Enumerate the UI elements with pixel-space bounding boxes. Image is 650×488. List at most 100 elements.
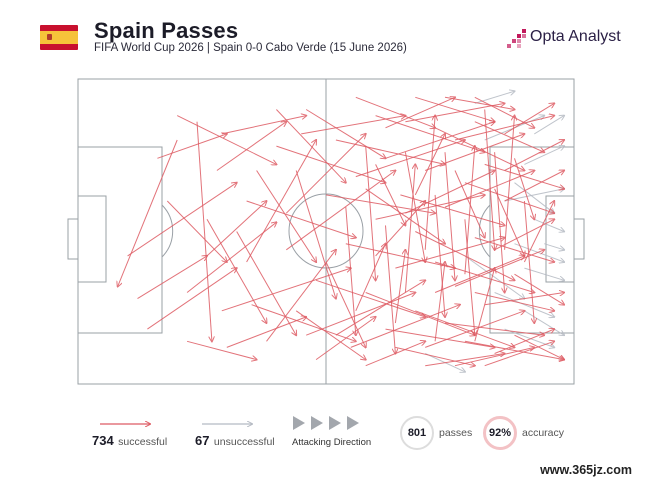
successful-pass-arrow (434, 261, 534, 293)
successful-pass-arrow (504, 116, 515, 250)
successful-pass-arrow (246, 140, 317, 263)
successful-pass-arrow (335, 280, 425, 336)
right-penalty-area (489, 146, 575, 334)
successful-pass-arrow (404, 152, 425, 262)
successful-pass-arrow (118, 139, 178, 286)
successful-pass-arrow (166, 200, 227, 262)
successful-pass-arrow (385, 225, 396, 353)
unsuccessful-pass-arrow (524, 310, 564, 335)
successful-pass-arrow (434, 262, 445, 342)
successful-pass-arrow (176, 115, 276, 165)
successful-pass-arrow (484, 109, 495, 250)
unsuccessful-pass-arrow (534, 116, 564, 135)
successful-pass-arrow (256, 170, 317, 263)
successful-pass-arrow (325, 261, 366, 347)
successful-pass-arrow (315, 279, 425, 317)
successful-pass-arrow (365, 292, 475, 336)
direction-arrow-icon (311, 416, 323, 430)
left-penalty-arc (161, 204, 174, 258)
unsuccessful-pass-arrow (514, 182, 555, 214)
accuracy-label: accuracy (522, 427, 565, 439)
successful-pass-arrow (415, 310, 514, 348)
successful-pass-arrow (494, 219, 555, 251)
left-six-yard-box (77, 195, 107, 283)
successful-pass-arrow (196, 121, 212, 342)
successful-pass-arrow (221, 116, 306, 135)
unsuccessful-label: unsuccessful (213, 436, 275, 448)
unsuccessful-pass-arrow (504, 189, 564, 202)
successful-pass-arrow (375, 164, 406, 225)
spain-flag (40, 25, 78, 50)
successful-pass-arrow (494, 329, 555, 354)
successful-pass-arrow (157, 134, 226, 159)
successful-pass-arrow (276, 145, 385, 183)
successful-pass-arrow (484, 293, 564, 306)
direction-arrow-icon (329, 416, 341, 430)
pitch-markings (67, 78, 585, 385)
attacking-direction-arrows (293, 416, 359, 430)
successful-pass-arrow (434, 256, 524, 293)
successful-pass-arrow (504, 103, 555, 135)
successful-pass-arrow (301, 116, 405, 135)
successful-pass-arrow (444, 96, 515, 109)
successful-pass-arrow (365, 188, 445, 244)
unsuccessful-pass-arrow (524, 267, 564, 280)
successful-pass-arrow (345, 207, 356, 335)
successful-pass-arrow (355, 96, 435, 128)
successful-pass-arrow (474, 96, 535, 128)
successful-pass-arrow (375, 195, 485, 220)
successful-pass-arrow (186, 222, 276, 293)
successful-pass-arrow (395, 238, 504, 269)
successful-pass-arrow (494, 188, 525, 256)
successful-pass-arrow (474, 292, 554, 311)
successful-pass-arrow (236, 231, 297, 336)
successful-pass-arrow (385, 328, 495, 347)
unsuccessful-pass-arrow (494, 292, 555, 317)
successful-pass-arrow (325, 194, 435, 213)
successful-pass-arrow (305, 109, 385, 159)
opta-analyst-logo: Opta Analyst (506, 26, 631, 50)
unsuccessful-pass-arrow (534, 218, 564, 231)
successful-pass-arrow (434, 127, 524, 171)
successful-pass-arrow (405, 171, 494, 214)
successful-pass-arrow (514, 158, 535, 219)
successful-pass-arrow (137, 256, 208, 300)
successful-pass-arrow (355, 244, 386, 312)
successful-pass-arrow (464, 219, 475, 335)
successful-pass-arrow (405, 103, 504, 123)
successful-pass-arrow (484, 163, 564, 188)
successful-pass-arrow (385, 97, 456, 129)
successful-pass-arrow (474, 268, 495, 342)
successful-pass-arrow (345, 243, 455, 268)
successful-pass-arrow (385, 122, 495, 159)
successful-pass-arrow (295, 310, 366, 360)
successful-pass-arrow (484, 341, 555, 367)
left-goal (67, 218, 79, 260)
successful-pass-arrow (315, 317, 376, 361)
successful-pass-arrow (365, 146, 376, 280)
successful-pass-arrow (335, 139, 445, 164)
successful-pass-arrow (494, 152, 505, 292)
unsuccessful-pass-arrow (464, 255, 525, 299)
successful-pass-arrow (504, 171, 564, 202)
successful-pass-arrow (415, 96, 494, 121)
successful-pass-arrow (425, 354, 504, 367)
unsuccessful-pass-arrow (474, 91, 515, 104)
left-penalty-area (77, 146, 163, 334)
direction-arrow-icon (293, 416, 305, 430)
successful-pass-arrow (514, 334, 565, 359)
successful-pass-arrow (474, 237, 554, 262)
right-goal (573, 218, 585, 260)
successful-pass-arrow (395, 346, 474, 365)
successful-pass-arrow (514, 273, 565, 305)
successful-pass-arrow (251, 304, 356, 342)
attacking-direction-label: Attacking Direction (292, 437, 372, 448)
successful-pass-arrow (504, 140, 564, 171)
successful-label: successful (118, 436, 168, 448)
successful-pass-arrow (523, 200, 534, 323)
passes-count-badge: 801 (400, 416, 434, 450)
passes-label: passes (439, 427, 473, 439)
successful-pass-arrow (375, 201, 426, 257)
successful-pass-arrow (425, 311, 524, 348)
successful-pass-arrow (404, 164, 415, 293)
